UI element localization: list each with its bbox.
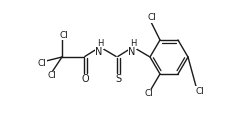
Text: Cl: Cl (48, 72, 56, 80)
Text: O: O (81, 74, 89, 84)
Text: Cl: Cl (59, 30, 68, 40)
Text: Cl: Cl (145, 89, 153, 99)
Text: N: N (95, 47, 103, 57)
Text: S: S (115, 74, 121, 84)
Text: H: H (97, 40, 103, 49)
Text: Cl: Cl (196, 87, 205, 96)
Text: Cl: Cl (148, 13, 156, 22)
Text: Cl: Cl (37, 60, 46, 69)
Text: N: N (128, 47, 136, 57)
Text: H: H (130, 40, 136, 49)
